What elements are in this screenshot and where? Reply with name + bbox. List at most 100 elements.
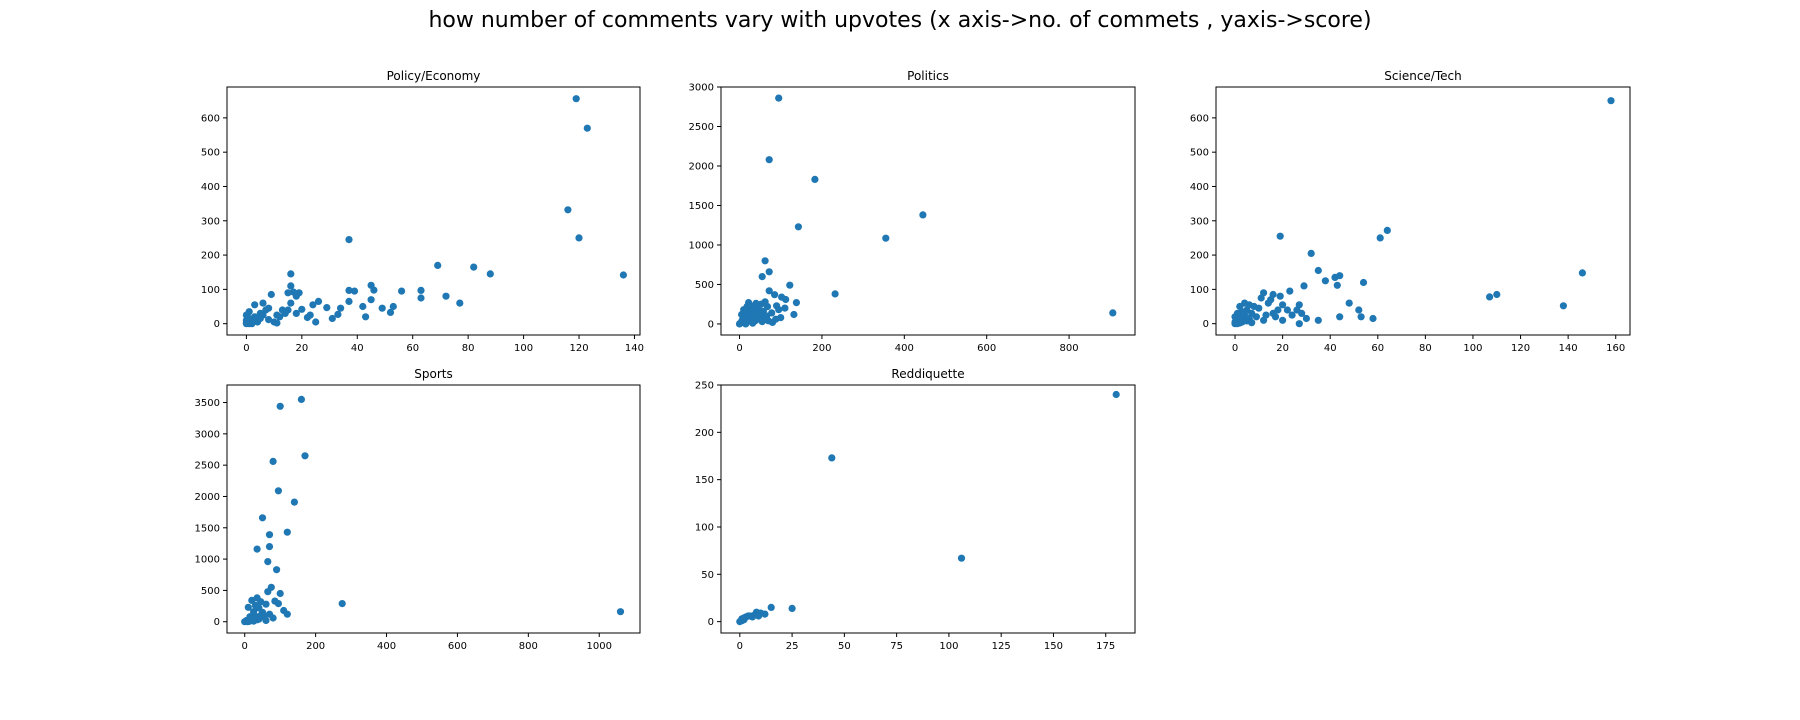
x-tick-label: 20 [295,343,308,354]
data-point [251,317,259,325]
y-tick-label: 2000 [195,492,220,503]
x-tick-label: 200 [812,343,831,354]
data-point [350,287,359,295]
plot-frame [226,86,641,336]
data-point [289,288,298,296]
data-point [283,528,291,536]
data-point [1283,306,1291,314]
y-tick-label: 200 [695,428,714,439]
data-point [251,301,259,309]
data-point [303,313,311,322]
subplot-1: 0 200 400 600 800 0 500 1000 1500 2000 2500 3000 Pol… [689,69,1136,354]
data-point [287,270,295,278]
y-tick-label: 500 [1190,148,1209,159]
x-tick-label: 100 [1463,343,1482,354]
data-point [831,290,839,298]
x-tick-label: 200 [306,641,325,652]
data-point [345,297,353,305]
x-tick-label: 120 [1511,343,1530,354]
data-point [290,498,298,506]
data-point [265,316,273,324]
data-point [269,614,277,622]
data-point [242,311,250,319]
data-point [258,514,267,522]
x-tick-label: 60 [1371,343,1384,354]
subplot-title: Sports [414,367,452,381]
data-point [442,292,450,300]
data-point [790,310,798,319]
data-point [362,313,370,321]
x-tick-label: 0 [736,343,742,354]
y-tick-label: 0 [1203,319,1209,330]
data-point [1376,234,1384,242]
y-tick-label: 1000 [195,555,220,566]
data-point [1314,316,1322,324]
y-tick-label: 1500 [689,201,714,212]
data-point [735,320,744,328]
y-tick-label: 0 [708,617,714,628]
data-point [297,395,305,403]
data-point [1486,293,1494,301]
data-point [262,600,270,608]
data-point [328,314,336,323]
data-point [828,454,836,462]
data-point [1248,319,1256,327]
x-tick-label: 140 [625,343,644,354]
data-point [775,94,783,102]
data-point [761,257,769,265]
data-point [274,600,282,608]
data-point [247,616,255,625]
data-point [755,612,763,620]
x-tick-label: 100 [514,343,533,354]
data-point [253,545,261,553]
y-tick-label: 300 [1190,216,1209,227]
data-point [386,308,395,316]
data-point [389,302,397,311]
data-point [761,610,769,618]
data-point [768,309,776,317]
data-point [273,319,281,327]
data-point [1369,314,1377,323]
y-tick-label: 0 [708,319,714,330]
data-point [1236,302,1244,311]
data-point [287,299,295,307]
y-tick-label: 1500 [195,523,220,534]
data-point [765,287,773,295]
x-tick-label: 25 [786,641,799,652]
data-point [301,452,309,460]
data-point [754,311,762,319]
data-point [367,281,375,289]
data-point [742,320,750,328]
x-tick-label: 80 [462,343,475,354]
data-point [583,124,591,132]
data-point [298,305,306,313]
data-point [1112,390,1120,399]
subplot-title: Reddiquette [891,367,964,381]
data-point [957,554,966,562]
data-point [345,286,353,294]
y-tick-label: 50 [701,570,714,581]
x-tick-label: 175 [1096,641,1115,652]
data-point [267,290,275,299]
data-point [1276,232,1284,240]
data-point [417,286,425,294]
data-point [244,603,252,611]
plot-frame [720,384,1136,634]
data-point [1314,266,1322,275]
x-tick-label: 20 [1276,343,1289,354]
data-point [265,543,274,551]
data-point [323,304,331,312]
data-point [1607,97,1615,105]
y-tick-label: 400 [1190,182,1209,193]
x-tick-label: 600 [977,343,996,354]
data-point [262,616,270,625]
y-tick-label: 500 [695,280,714,291]
x-tick-label: 600 [448,641,467,652]
data-point [434,261,442,269]
x-tick-label: 120 [569,343,588,354]
y-tick-label: 500 [201,148,220,159]
data-point [278,306,286,314]
y-tick-label: 100 [695,522,714,533]
data-point [1260,289,1268,297]
